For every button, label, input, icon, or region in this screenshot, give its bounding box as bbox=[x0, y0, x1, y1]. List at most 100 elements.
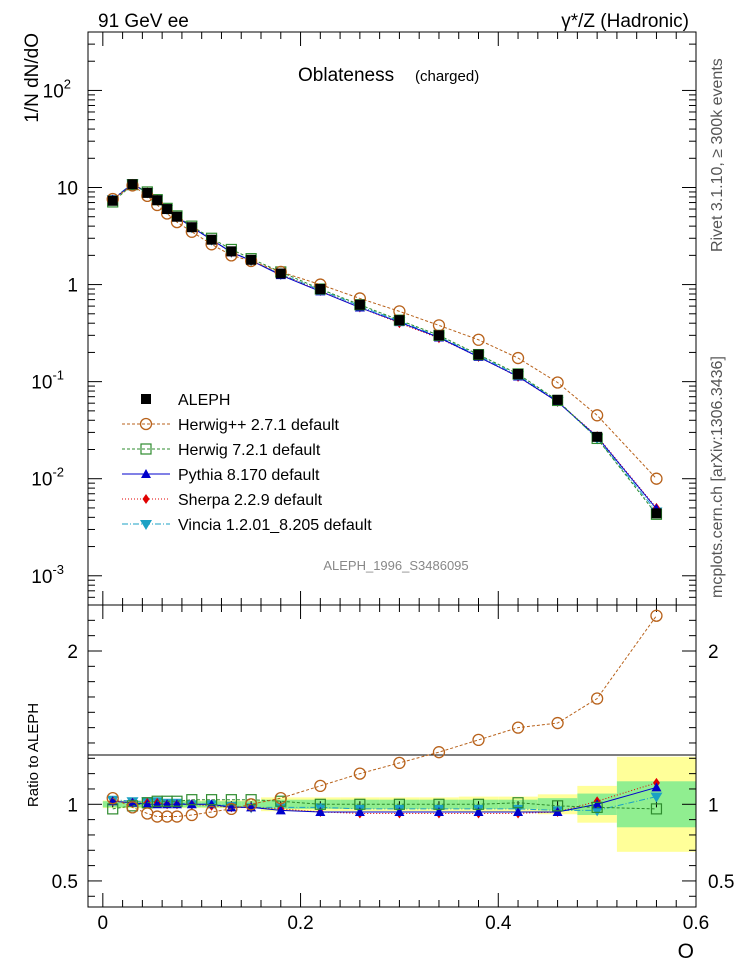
chart-title: Oblateness bbox=[298, 65, 394, 86]
y-tick-label: 10-2 bbox=[31, 465, 64, 491]
mcplots-label: mcplots.cern.ch [arXiv:1306.3436] bbox=[709, 356, 726, 598]
ratio-point-Herwig++ bbox=[590, 692, 604, 705]
y-tick-label: 1 bbox=[67, 276, 78, 297]
series-line-Sherpa bbox=[112, 183, 657, 509]
legend: ALEPH Herwig++ 2.7.1 default Herwig 7.2.1 … bbox=[122, 392, 372, 534]
ratio-point-Vincia bbox=[650, 792, 663, 803]
data-point-ALEPH bbox=[152, 195, 163, 206]
data-point-ALEPH bbox=[592, 431, 603, 442]
data-point-Herwig++ bbox=[551, 376, 564, 389]
ratio-panel: 0.5 0.5 1 1 2 2 Ratio to ALEPH 0 0.2 0.4 0.6 O bbox=[25, 604, 734, 963]
ratio-point-Herwig++ bbox=[106, 792, 119, 805]
y-tick-label: 10-3 bbox=[31, 562, 64, 588]
x-ticklabels: 0 0.2 0.4 0.6 bbox=[98, 913, 710, 934]
legend-marker-Herwig7 bbox=[140, 443, 152, 455]
data-point-ALEPH bbox=[513, 368, 524, 379]
ratio-point-Herwig++ bbox=[160, 810, 174, 823]
data-point-Herwig++ bbox=[472, 333, 485, 346]
legend-label-Vincia: Vincia 1.2.01_8.205 default bbox=[178, 517, 372, 534]
main-ticks: 10-3 10-2 10-1 1 10 102 bbox=[31, 31, 697, 606]
ratio-series-Herwig++ bbox=[106, 609, 663, 823]
ratio-point-Herwig++ bbox=[151, 810, 164, 823]
ratio-point-Vincia bbox=[591, 806, 604, 817]
ratio-point-Herwig7 bbox=[205, 794, 218, 806]
data-point-ALEPH bbox=[162, 204, 173, 215]
ratio-point-Pythia bbox=[142, 799, 153, 809]
ratio-point-Pythia bbox=[552, 806, 563, 816]
ratio-point-Herwig++ bbox=[650, 609, 663, 622]
y-tick-label: 10-1 bbox=[31, 368, 64, 394]
data-point-Herwig++ bbox=[432, 319, 446, 332]
data-point-ALEPH bbox=[433, 330, 444, 341]
legend-marker-Sherpa bbox=[142, 494, 150, 504]
ratio-point-Herwig7 bbox=[225, 794, 237, 806]
x-tick-label: 0 bbox=[98, 913, 109, 934]
ratio-point-Herwig++ bbox=[314, 779, 327, 793]
ratio-point-Herwig++ bbox=[225, 802, 238, 816]
data-point-ALEPH bbox=[142, 187, 153, 198]
x-tick-label: 0.6 bbox=[683, 913, 709, 934]
data-point-ALEPH bbox=[107, 195, 118, 206]
series-line-Herwig++ bbox=[112, 184, 657, 480]
ratio-point-Herwig7 bbox=[186, 794, 198, 806]
main-series bbox=[106, 178, 663, 520]
ratio-point-Herwig++ bbox=[393, 756, 406, 770]
series-ALEPH bbox=[107, 179, 662, 519]
ratio-point-Herwig7 bbox=[591, 801, 603, 813]
ratio-point-Pythia bbox=[394, 806, 405, 816]
legend-label-Herwig7: Herwig 7.2.1 default bbox=[178, 442, 321, 459]
ratio-point-Herwig++ bbox=[170, 810, 184, 823]
header-right: γ*/Z (Hadronic) bbox=[561, 11, 689, 32]
legend-label-Pythia: Pythia 8.170 default bbox=[178, 467, 320, 484]
y-tick-label: 10 bbox=[57, 179, 78, 200]
data-point-ALEPH bbox=[275, 268, 286, 279]
rivet-label: Rivet 3.1.10, ≥ 300k events bbox=[709, 58, 726, 252]
legend-marker-ALEPH bbox=[141, 394, 151, 404]
ratio-point-Herwig7 bbox=[512, 797, 524, 809]
data-point-ALEPH bbox=[171, 211, 182, 222]
ratio-point-Herwig++ bbox=[551, 716, 564, 730]
data-point-ALEPH bbox=[186, 222, 197, 233]
data-point-ALEPH bbox=[651, 508, 662, 519]
legend-marker-Pythia bbox=[141, 469, 151, 478]
ratio-line-Sherpa bbox=[112, 782, 657, 814]
ratio-point-Herwig7 bbox=[650, 803, 663, 815]
ratio-point-Herwig++ bbox=[472, 733, 485, 747]
ratio-point-Pythia bbox=[186, 799, 197, 809]
ratio-point-Herwig++ bbox=[185, 808, 198, 822]
header-left: 91 GeV ee bbox=[98, 11, 189, 32]
ratio-point-Herwig7 bbox=[171, 795, 183, 807]
legend-label-ALEPH: ALEPH bbox=[178, 392, 230, 409]
ratio-point-Herwig7 bbox=[472, 798, 485, 810]
ratio-point-Herwig++ bbox=[244, 798, 258, 811]
x-tick-label: 0.4 bbox=[485, 913, 512, 934]
x-axis-label: O bbox=[678, 940, 694, 963]
data-point-ALEPH bbox=[226, 246, 237, 257]
series-line-Pythia bbox=[112, 183, 657, 510]
main-ylabel: 1/N dN/dO bbox=[22, 33, 43, 123]
legend-label-Herwig++: Herwig++ 2.7.1 default bbox=[178, 417, 340, 434]
ratio-point-Herwig7 bbox=[551, 800, 564, 812]
ratio-point-Pythia bbox=[513, 806, 524, 816]
data-point-ALEPH bbox=[394, 315, 405, 326]
legend-marker-Vincia bbox=[140, 520, 152, 530]
data-point-ALEPH bbox=[127, 179, 138, 190]
ratio-y-tick-label-right: 2 bbox=[708, 642, 719, 663]
data-point-ALEPH bbox=[246, 254, 257, 265]
ratio-point-Herwig++ bbox=[126, 801, 139, 814]
ratio-frame bbox=[87, 604, 697, 908]
ratio-point-Pythia bbox=[206, 799, 217, 809]
ratio-point-Herwig++ bbox=[432, 746, 446, 759]
ratio-point-Pythia bbox=[354, 806, 365, 816]
analysis-tag: ALEPH_1996_S3486095 bbox=[323, 558, 468, 573]
ratio-point-Pythia bbox=[433, 806, 444, 816]
ratio-y-tick-label-left: 2 bbox=[67, 642, 78, 663]
chart-subtitle: (charged) bbox=[415, 68, 479, 85]
ratio-point-Pythia bbox=[592, 799, 603, 809]
ratio-series bbox=[106, 609, 663, 823]
ratio-y-tick-label-left: 0.5 bbox=[52, 872, 78, 893]
data-point-ALEPH bbox=[206, 234, 217, 245]
ratio-point-Herwig7 bbox=[314, 798, 326, 810]
data-point-ALEPH bbox=[552, 394, 563, 405]
